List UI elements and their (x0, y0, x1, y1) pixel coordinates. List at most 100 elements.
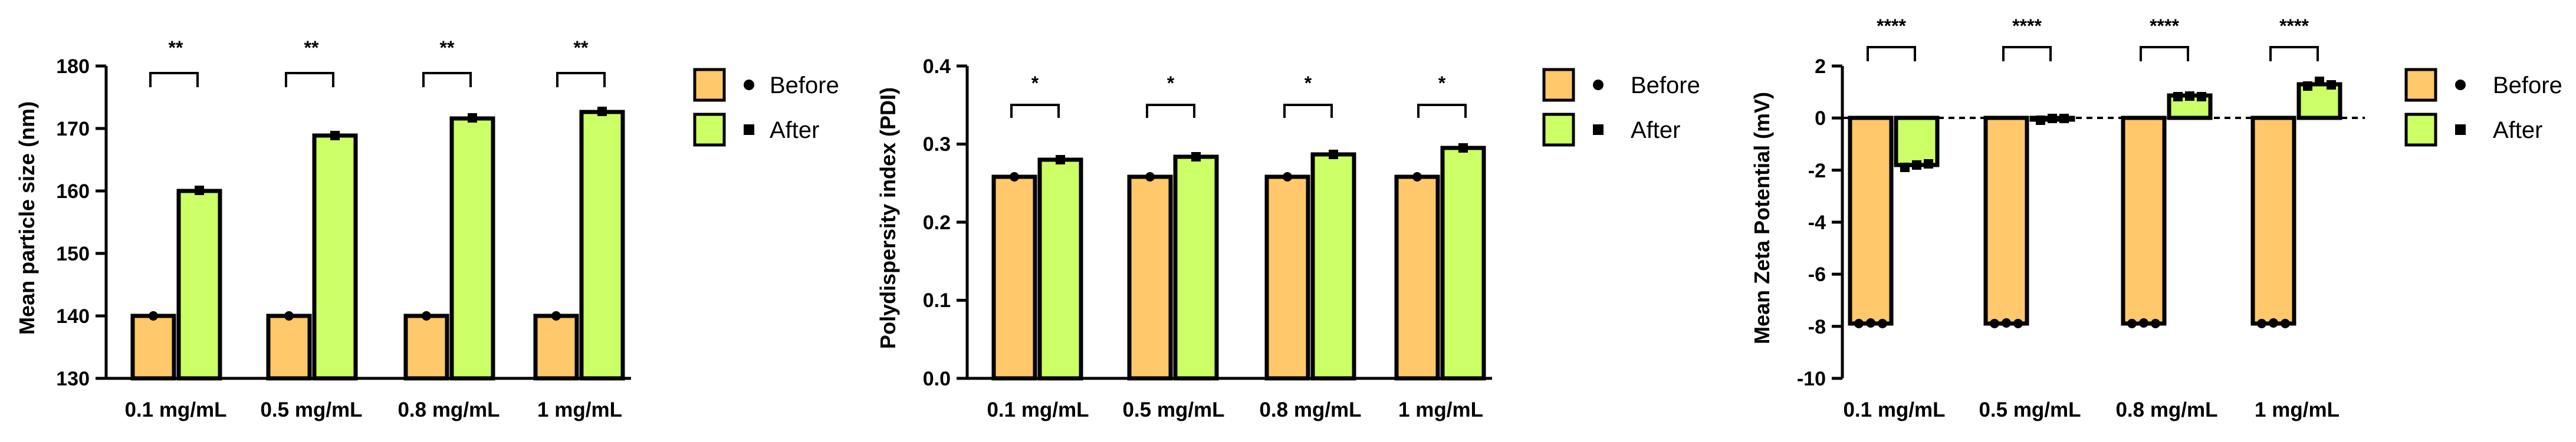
y-tick-label: 0.0 (923, 368, 951, 390)
point-after (2048, 114, 2057, 123)
y-tick-label: 150 (56, 243, 90, 265)
point-before (1283, 172, 1292, 182)
sig-bracket (149, 72, 199, 87)
bar-after (449, 116, 495, 381)
y-tick-label: 180 (56, 55, 90, 78)
y-tick-label: -4 (1808, 212, 1826, 234)
category-label: 0.5 mg/mL (1122, 398, 1224, 421)
y-tick-label: 0 (1815, 107, 1826, 130)
x-categories: 0.1 mg/mL 0.5 mg/mL 0.8 mg/mL 1 mg/mL (124, 398, 622, 421)
square-icon (744, 124, 754, 135)
point-after (2315, 77, 2324, 86)
point-after (2327, 80, 2336, 90)
sig-bracket (2140, 46, 2189, 61)
y-tick-label: 0.2 (923, 212, 951, 234)
point-before (2139, 318, 2148, 328)
sig-bracket (556, 72, 606, 87)
point-before (2151, 319, 2160, 328)
point-before (2002, 318, 2011, 328)
category-label: 0.5 mg/mL (1979, 398, 2081, 421)
category-label: 1 mg/mL (1398, 398, 1483, 421)
y-tick-label: 160 (56, 180, 90, 203)
point-after (1056, 155, 1065, 164)
y-tick-label: 130 (56, 368, 90, 390)
legend-swatch-after (693, 113, 726, 147)
point-before (1412, 172, 1422, 182)
sig-label: * (1167, 72, 1175, 94)
significance: **** **** **** **** (1867, 15, 2319, 61)
category-label: 0.8 mg/mL (2115, 398, 2217, 421)
point-after (1924, 159, 1933, 169)
sig-bracket (1417, 104, 1467, 118)
sig-label: * (1031, 72, 1039, 94)
point-before (422, 311, 431, 321)
point-before (1854, 319, 1864, 328)
bar-after (579, 110, 625, 381)
category-label: 0.8 mg/mL (397, 398, 500, 421)
bar-before (1848, 116, 1894, 326)
point-before (1878, 319, 1887, 328)
sig-label: ** (440, 37, 455, 58)
sig-label: **** (1877, 15, 1906, 37)
sig-bracket (1283, 104, 1333, 118)
bar-before (2250, 116, 2296, 326)
point-before (2013, 319, 2023, 328)
sig-bracket (1010, 104, 1060, 118)
y-tick-label: 0.3 (923, 133, 951, 156)
bar-before (403, 314, 449, 381)
bar-before (1264, 174, 1310, 381)
point-before (1145, 172, 1155, 182)
sig-bracket (2269, 46, 2319, 61)
category-label: 0.8 mg/mL (1259, 398, 1361, 421)
bar-before (1127, 174, 1173, 381)
significance: * * * * (1010, 72, 1467, 118)
legend: Before After (693, 68, 839, 147)
significance: ** ** ** ** (149, 37, 606, 87)
bars (1848, 82, 2342, 326)
legend-swatch-after (1542, 113, 1575, 147)
point-after (468, 113, 477, 123)
point-after (597, 107, 607, 116)
point-before (2269, 318, 2278, 328)
point-before (2281, 319, 2290, 328)
legend-label-after: After (770, 117, 819, 143)
category-label: 1 mg/mL (2255, 398, 2340, 421)
bar-after (176, 189, 222, 381)
y-tick-label: -2 (1808, 160, 1826, 182)
sig-label: **** (2279, 15, 2309, 37)
bar-before (533, 314, 579, 381)
sig-label: ** (304, 37, 319, 58)
bar-after (1894, 116, 1940, 167)
x-categories: 0.1 mg/mL 0.5 mg/mL 0.8 mg/mL 1 mg/mL (987, 398, 1483, 421)
legend-label-after: After (2493, 117, 2542, 143)
y-tick-label: -6 (1808, 263, 1826, 286)
square-icon (2455, 124, 2466, 135)
y-axis-label: Mean particle size (nm) (15, 101, 39, 335)
panel-particle-size: Mean particle size (nm) 130 140 150 160 … (15, 55, 531, 390)
point-before (2257, 319, 2266, 328)
group-1mgml-bars (533, 107, 625, 381)
sig-label: ** (574, 37, 589, 58)
y-axis-label: Polydispersity index (PDI) (876, 87, 900, 349)
point-before (149, 311, 158, 321)
category-label: 0.5 mg/mL (260, 398, 362, 421)
y-tick-label: 0.4 (923, 55, 951, 78)
bar-after (1173, 154, 1219, 381)
bar-before (2121, 116, 2167, 326)
x-categories: 0.1 mg/mL 0.5 mg/mL 0.8 mg/mL 1 mg/mL (1843, 398, 2340, 421)
sig-label: **** (2150, 15, 2179, 37)
point-after (1900, 163, 1910, 172)
legend-swatch-before (2404, 68, 2437, 102)
sig-bracket (1146, 104, 1195, 118)
bar-after (1310, 152, 1356, 381)
sig-label: **** (2012, 15, 2042, 37)
y-ticks: 130 140 150 160 170 180 (56, 55, 106, 390)
legend: Before After (2404, 68, 2562, 147)
point-after (330, 131, 340, 140)
point-after (1912, 160, 1921, 170)
legend-label-before: Before (2493, 72, 2562, 98)
bar-before (991, 174, 1037, 381)
bar-after (1440, 146, 1486, 381)
sig-bracket (422, 72, 472, 87)
